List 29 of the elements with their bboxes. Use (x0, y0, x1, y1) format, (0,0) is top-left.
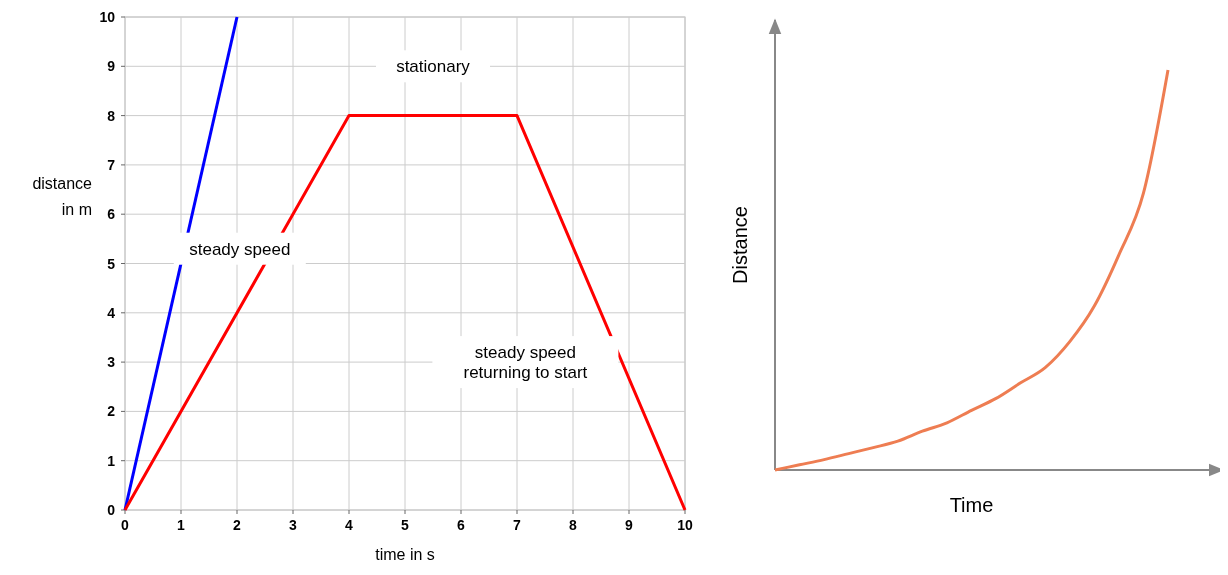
annotation: steady speed (189, 239, 291, 259)
x-axis-title: Time (949, 494, 994, 516)
y-tick-label: 1 (107, 452, 116, 469)
x-tick-label: 6 (457, 517, 466, 533)
x-tick-label: 10 (677, 517, 693, 533)
y-tick-label: 6 (107, 206, 116, 223)
y-tick-label: 7 (107, 156, 116, 173)
y-axis-title: Distance (729, 206, 751, 284)
x-tick-label: 3 (289, 517, 298, 533)
y-tick-label: 0 (107, 502, 116, 518)
annotation: steady speed returning to start (463, 343, 588, 383)
y-tick-label: 9 (107, 58, 116, 75)
y-tick-label: 3 (107, 354, 116, 371)
x-tick-label: 8 (569, 517, 578, 533)
x-tick-label: 9 (625, 517, 634, 533)
y-axis-title: distance in m (32, 174, 93, 218)
x-axis-title: time in s (375, 546, 435, 563)
x-tick-label: 5 (401, 517, 410, 533)
x-tick-label: 7 (513, 517, 522, 533)
y-tick-label: 10 (99, 9, 116, 25)
y-tick-label: 2 (107, 403, 116, 420)
x-tick-label: 2 (233, 517, 242, 533)
annotation: stationary (396, 57, 471, 77)
y-tick-label: 4 (107, 304, 116, 321)
y-tick-label: 8 (107, 107, 116, 124)
x-tick-label: 1 (177, 517, 186, 533)
y-tick-label: 5 (107, 255, 116, 272)
x-tick-label: 4 (345, 517, 354, 533)
x-tick-label: 0 (121, 517, 130, 533)
